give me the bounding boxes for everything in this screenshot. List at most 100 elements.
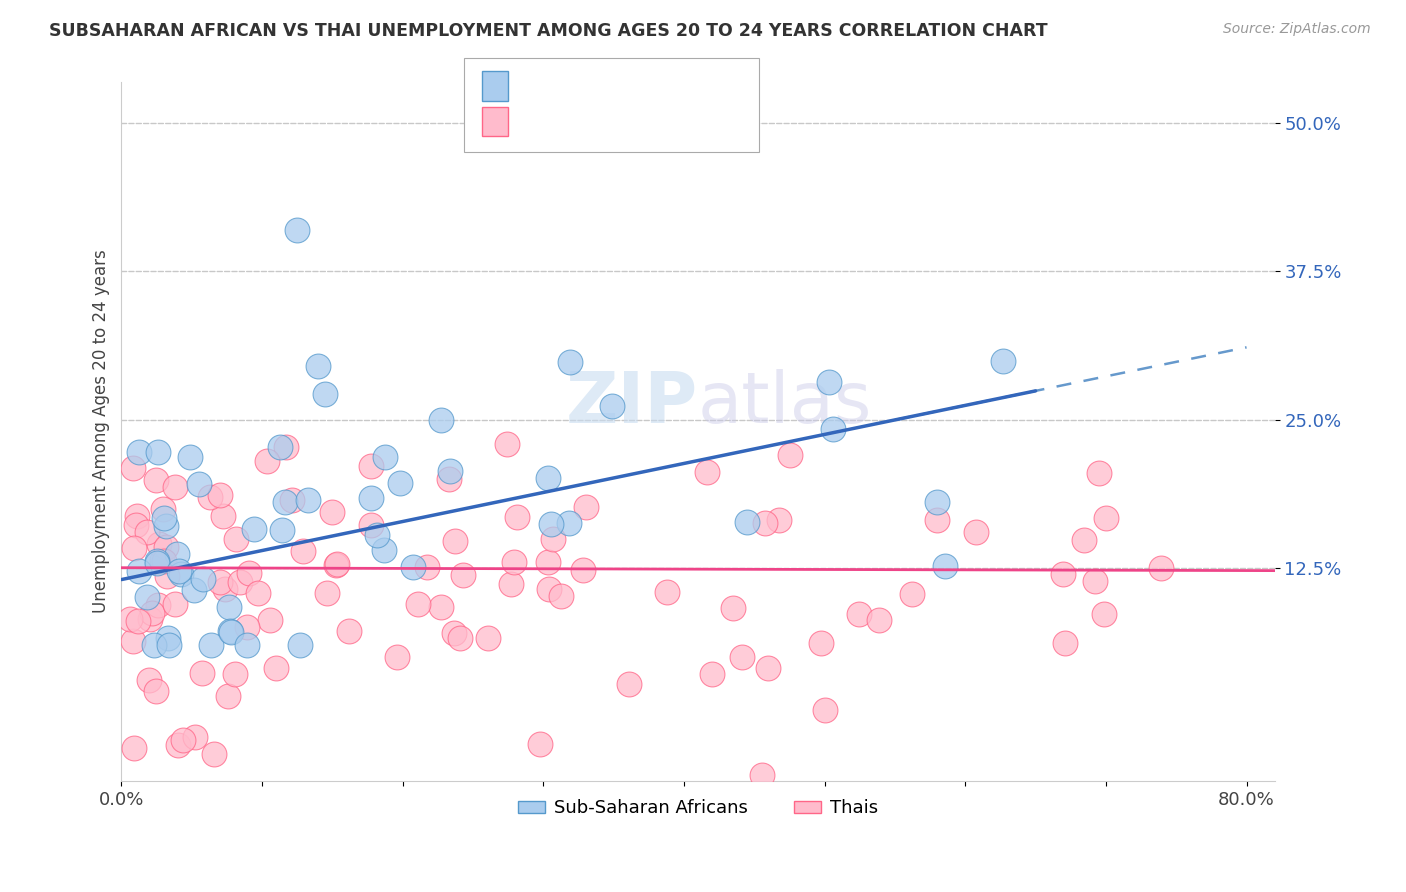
Point [170,566,193,581]
Point [406,598,429,612]
Point [439,473,461,487]
Point [156,568,179,582]
Legend: Sub-Saharan Africans, Thais: Sub-Saharan Africans, Thais [512,792,884,824]
Point [550,589,572,603]
Point [212,509,235,524]
Point [751,768,773,782]
Point [145,556,167,570]
Point [821,422,844,436]
Point [477,631,499,645]
Point [155,540,177,554]
Point [617,677,640,691]
Point [600,399,623,413]
Point [274,441,297,455]
Point [138,673,160,688]
Point [373,542,395,557]
Point [700,667,723,681]
Point [209,575,232,590]
Point [360,491,382,506]
Text: R =  0.441  N=  51: R = 0.441 N= 51 [516,77,696,95]
Point [135,590,157,604]
Point [256,454,278,468]
Point [402,560,425,574]
Point [179,450,201,464]
Point [118,612,141,626]
Point [779,448,801,462]
Point [152,502,174,516]
Point [200,490,222,504]
Point [1094,607,1116,621]
Point [191,665,214,680]
Point [325,558,347,572]
Point [814,703,837,717]
Point [443,625,465,640]
Point [901,587,924,601]
Point [150,553,173,567]
Point [1095,510,1118,524]
Point [143,638,166,652]
Point [538,582,561,596]
Point [416,560,439,574]
Point [229,574,252,589]
Point [374,450,396,465]
Point [172,732,194,747]
Point [696,465,718,479]
Point [281,493,304,508]
Point [444,534,467,549]
Point [183,730,205,744]
Point [451,568,474,582]
Point [128,565,150,579]
Point [1052,567,1074,582]
Point [145,684,167,698]
Text: R = -0.028  N = 100: R = -0.028 N = 100 [516,112,706,130]
Y-axis label: Unemployment Among Ages 20 to 24 years: Unemployment Among Ages 20 to 24 years [93,250,110,614]
Point [965,524,987,539]
Point [155,518,177,533]
Point [495,437,517,451]
Point [501,576,523,591]
Point [141,606,163,620]
Point [536,471,558,485]
Point [810,636,832,650]
Point [439,464,461,478]
Point [153,511,176,525]
Text: ZIP: ZIP [565,369,697,438]
Point [125,518,148,533]
Point [200,638,222,652]
Point [217,690,239,704]
Point [388,475,411,490]
Point [429,413,451,427]
Point [146,599,169,613]
Point [541,532,564,546]
Point [236,638,259,652]
Point [127,614,149,628]
Point [209,488,232,502]
Point [259,613,281,627]
Point [529,737,551,751]
Point [243,522,266,536]
Point [360,518,382,533]
Point [122,461,145,475]
Point [502,555,524,569]
Point [139,612,162,626]
Point [655,584,678,599]
Point [145,554,167,568]
Point [274,494,297,508]
Point [314,386,336,401]
Point [540,516,562,531]
Point [128,444,150,458]
Point [325,558,347,573]
Point [224,666,246,681]
Point [148,444,170,458]
Point [450,631,472,645]
Point [505,510,527,524]
Point [934,558,956,573]
Point [927,513,949,527]
Point [1053,636,1076,650]
Point [191,573,214,587]
Text: atlas: atlas [697,369,873,438]
Point [307,359,329,374]
Point [991,354,1014,368]
Point [285,223,308,237]
Point [731,650,754,665]
